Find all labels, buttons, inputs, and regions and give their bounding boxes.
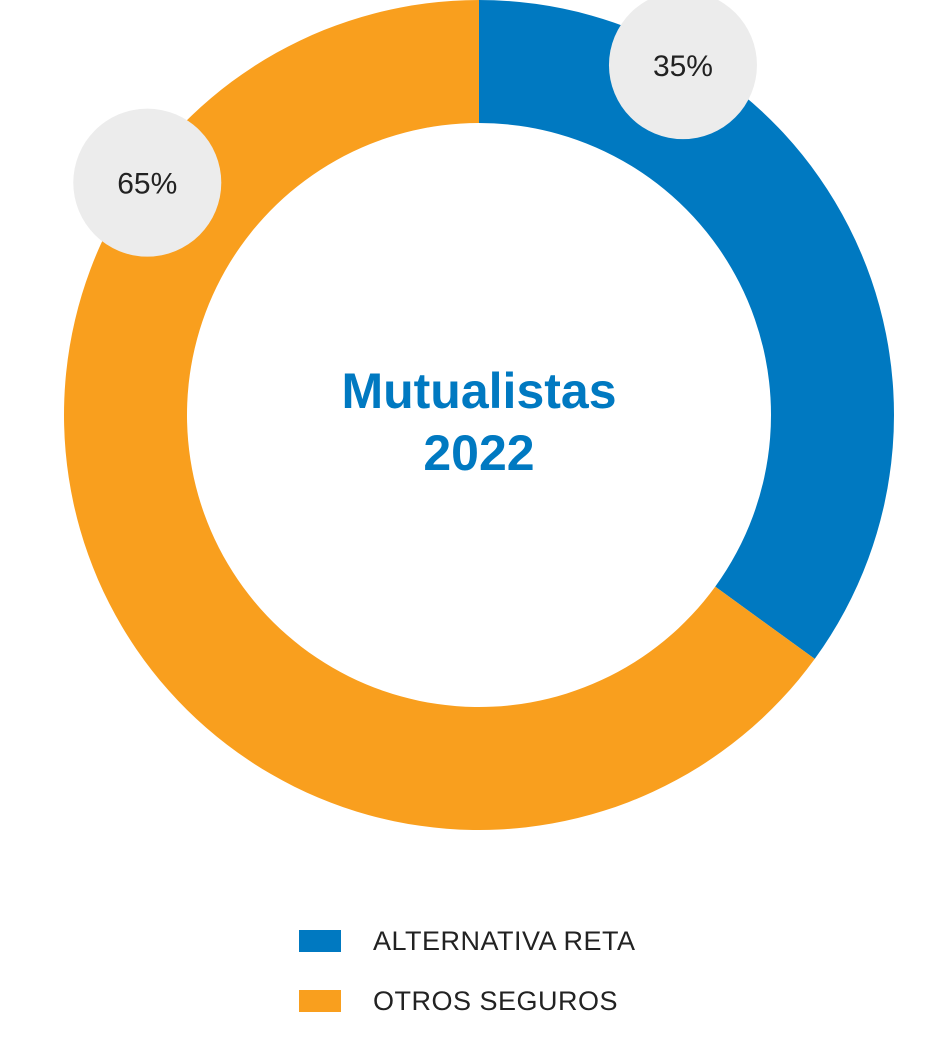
percent-label-otros-seguros: 65% [117,168,177,201]
percent-bubble-otros-seguros [73,108,222,257]
chart-legend: ALTERNATIVA RETA OTROS SEGUROS [299,922,636,1042]
donut-slice-otros-seguros [64,0,815,830]
legend-swatch-alternativa-reta [299,930,341,952]
legend-item-alternativa-reta: ALTERNATIVA RETA [299,922,636,960]
donut-slices [64,0,895,830]
percent-label-alternativa-reta: 35% [653,50,713,83]
legend-swatch-otros-seguros [299,990,341,1012]
chart-title-line-2: 2022 [423,425,534,481]
percent-bubble-alternativa-reta [608,0,757,140]
donut-slice-alternativa-reta [479,0,895,659]
percent-label-bubbles: 35% 65% [73,0,757,257]
legend-label-otros-seguros: OTROS SEGUROS [373,985,619,1016]
chart-title-line-1: Mutualistas [341,363,616,419]
legend-label-alternativa-reta: ALTERNATIVA RETA [373,925,636,956]
legend-item-otros-seguros: OTROS SEGUROS [299,982,636,1020]
